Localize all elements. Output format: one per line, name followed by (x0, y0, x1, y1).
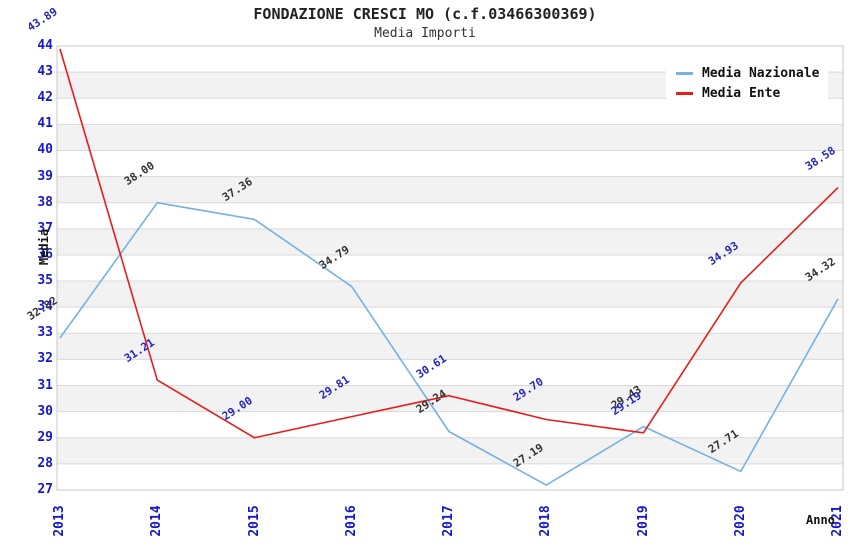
background-band (57, 385, 843, 412)
y-tick-label: 31 (37, 377, 53, 393)
background-band (57, 437, 843, 464)
y-tick-label: 36 (37, 246, 53, 262)
chart-subtitle: Media Importi (374, 26, 476, 41)
background-band (57, 333, 843, 360)
background-band (57, 176, 843, 203)
y-tick-label: 42 (37, 90, 53, 106)
background-band (57, 254, 843, 282)
y-tick-label: 32 (37, 351, 53, 367)
background-band (57, 463, 843, 490)
background-band (57, 150, 843, 177)
y-tick-label: 35 (37, 273, 53, 289)
legend-item-media-nazionale: Media Nazionale (676, 63, 820, 83)
y-tick-label: 37 (37, 220, 53, 236)
x-tick-label: 2013 (52, 505, 67, 537)
background-band (57, 202, 843, 229)
background-band (57, 411, 843, 438)
background-band (57, 359, 843, 386)
y-axis-title: Media (37, 228, 51, 266)
plot-border (56, 45, 844, 491)
background-band (57, 307, 843, 334)
y-tick-label: 34 (37, 299, 53, 315)
y-tick-label: 40 (37, 142, 53, 158)
legend-item-media-ente: Media Ente (676, 83, 820, 103)
y-tick-label: 39 (37, 168, 53, 184)
y-tick-label: 44 (37, 38, 53, 53)
y-tick-label: 29 (37, 429, 53, 445)
background-band (57, 228, 843, 255)
series-line-media-nazionale (59, 201, 839, 486)
y-tick-label: 43 (37, 64, 53, 80)
background-band (57, 281, 843, 308)
y-tick-label: 27 (37, 482, 53, 497)
legend-label-media-nazionale: Media Nazionale (702, 65, 820, 81)
x-tick-label: 2016 (343, 505, 359, 537)
x-tick-label: 2019 (635, 505, 651, 537)
y-tick-label: 28 (37, 455, 53, 471)
x-tick-label: 2014 (149, 505, 165, 537)
x-tick-label: 2017 (441, 505, 456, 537)
x-axis-title: Anno (806, 513, 835, 527)
y-tick-label: 30 (37, 403, 53, 419)
x-tick-label: 2020 (732, 505, 748, 537)
x-tick-label: 2015 (246, 505, 262, 537)
media-ente-line-swatch-icon (676, 91, 693, 95)
y-tick-label: 38 (37, 194, 53, 210)
background-band (57, 124, 843, 151)
legend-label-media-ente: Media Ente (702, 85, 781, 101)
y-tick-label: 41 (37, 116, 53, 132)
media-nazionale-line-swatch-icon (676, 71, 693, 75)
chart-title: FONDAZIONE CRESCI MO (c.f.03466300369) (253, 5, 597, 23)
series-line-media-ente (59, 48, 839, 439)
x-tick-label: 2018 (538, 505, 554, 537)
y-tick-label: 33 (37, 325, 53, 341)
legend: Media Nazionale Media Ente (666, 57, 828, 111)
